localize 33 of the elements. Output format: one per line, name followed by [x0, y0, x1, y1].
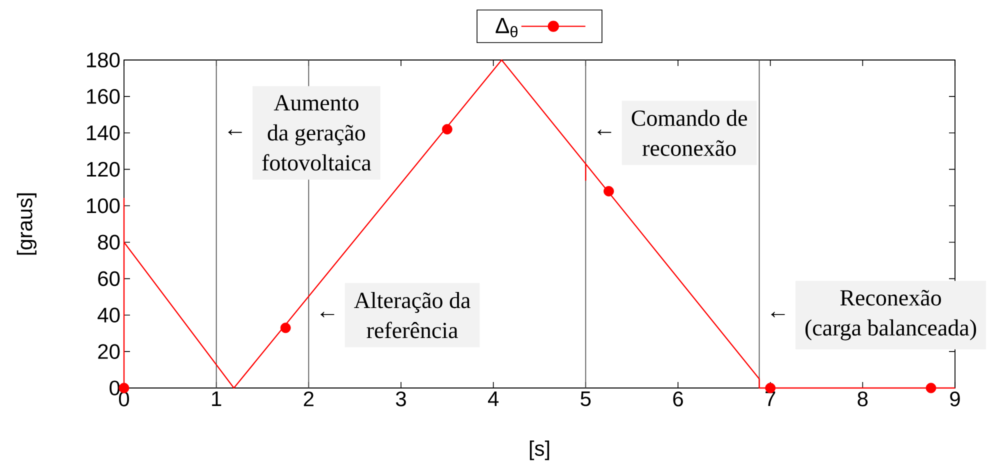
x-tick-label: 5	[580, 392, 591, 406]
x-tick-label: 6	[673, 392, 683, 406]
y-tick-label: 120	[87, 162, 120, 177]
annotation: Aumento da geração fotovoltaica	[262, 95, 372, 171]
point	[604, 186, 614, 196]
y-axis-title: [graus]	[16, 193, 36, 255]
point	[442, 124, 452, 134]
x-tick-label: 1	[212, 392, 222, 406]
ref-line-label: ←	[771, 312, 785, 318]
annotation: Alteração da referência	[354, 292, 470, 338]
ref-line-label: ←	[228, 130, 242, 136]
legend-label: Δ$_{θ}$	[496, 18, 518, 38]
x-tick-label: 3	[396, 392, 406, 406]
x-tick-label: 9	[950, 392, 960, 406]
x-tick-label: 4	[488, 392, 499, 406]
y-tick-label: 60	[98, 271, 120, 286]
x-axis-title: [s]	[530, 440, 550, 460]
y-tick-label: 20	[98, 344, 120, 359]
point	[926, 382, 936, 394]
y-tick-label: 180	[87, 52, 120, 68]
y-tick-label: 100	[87, 198, 120, 214]
y-tick-label: 140	[87, 125, 120, 140]
y-tick-label: 40	[98, 308, 120, 323]
x-tick-label: 2	[304, 392, 314, 406]
annotation: Reconexão (carga balanceada)	[805, 290, 976, 340]
y-tick-label: 0	[110, 380, 120, 396]
x-tick-label: 8	[858, 392, 868, 406]
y-tick-label: 160	[87, 89, 120, 104]
annotation: Comando de reconexão	[632, 110, 747, 156]
point	[280, 322, 291, 334]
ref-line-label: ←	[598, 130, 612, 136]
ref-line-label: ←	[320, 312, 334, 318]
y-tick-label: 80	[98, 234, 120, 250]
